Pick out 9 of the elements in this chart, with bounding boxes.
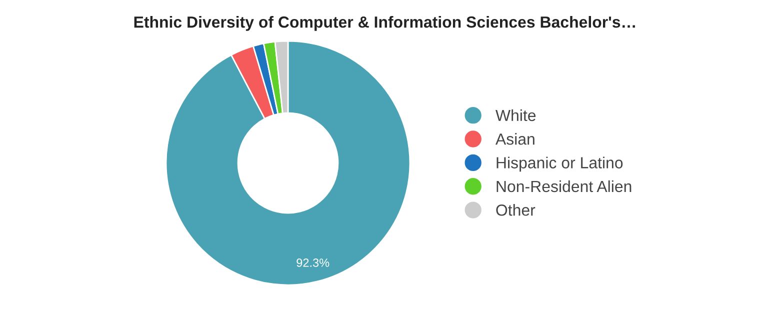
donut-slice [165, 40, 411, 286]
legend-label: Asian [495, 133, 534, 145]
chart-title: Ethnic Diversity of Computer & Information Sciences Bachelor's… [134, 16, 635, 31]
legend-label: Hispanic or Latino [496, 156, 623, 172]
data-label: 92.3% [296, 258, 330, 267]
legend-label: Other [496, 204, 536, 216]
donut-slice [230, 45, 274, 120]
legend-label: Non-Resident Alien [496, 180, 632, 192]
legend-label: White [496, 109, 536, 122]
